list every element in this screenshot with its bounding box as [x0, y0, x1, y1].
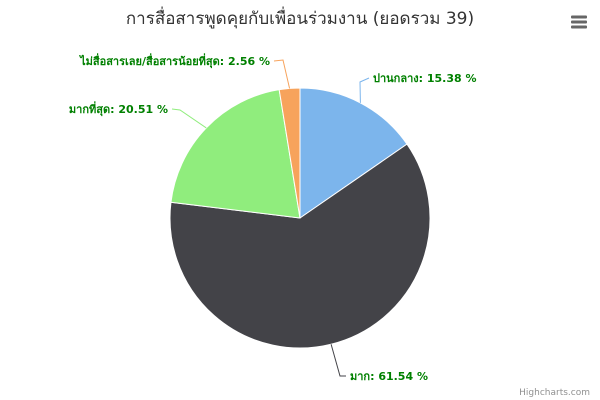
data-label: ปานกลาง: 15.38 %: [373, 72, 477, 85]
data-label: ไม่สื่อสารเลย/สื่อสารน้อยที่สุด: 2.56 %: [78, 53, 270, 69]
pie-slice[interactable]: [169, 143, 431, 349]
label-connector: [273, 59, 291, 89]
label-connector: [171, 108, 207, 129]
data-label: มากที่สุด: 20.51 %: [69, 101, 168, 117]
hamburger-menu-icon[interactable]: [570, 14, 588, 30]
pie-slice[interactable]: [278, 87, 301, 219]
pie-slice[interactable]: [170, 89, 301, 219]
credits-link[interactable]: Highcharts.com: [519, 388, 590, 398]
data-label: มาก: 61.54 %: [350, 370, 428, 383]
label-connector: [359, 77, 370, 103]
chart-title: การสื่อสารพูดคุยกับเพื่อนร่วมงาน (ยอดรวม…: [126, 6, 474, 29]
label-connector: [330, 344, 346, 377]
